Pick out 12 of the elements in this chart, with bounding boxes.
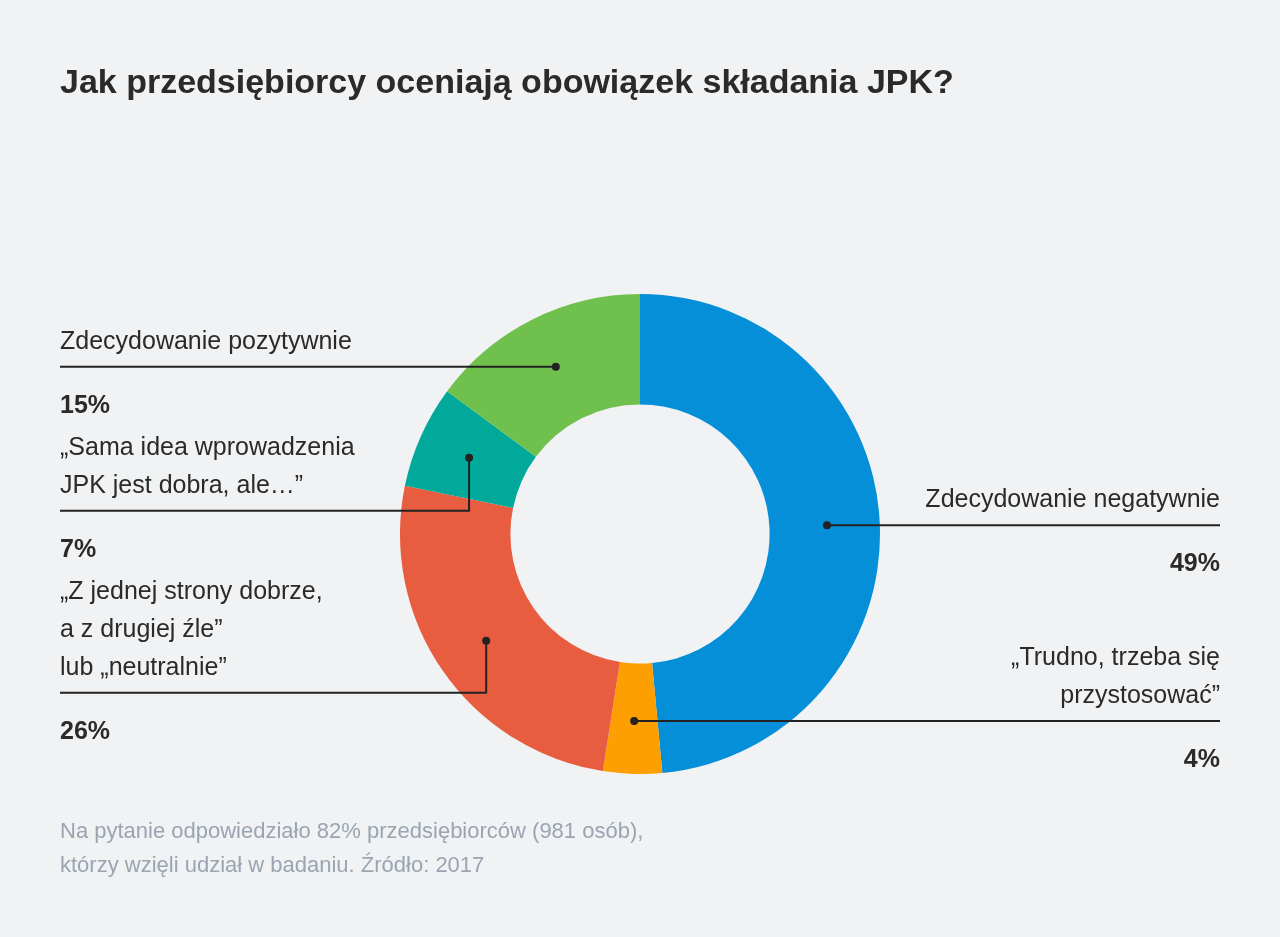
- slice-label: „Sama idea wprowadzenia JPK jest dobra, ale…”: [60, 431, 355, 498]
- slice-label: „Z jednej strony dobrze, a z drugiej źle” lub „neutralnie”: [60, 575, 323, 680]
- data-label: 49%: [1169, 548, 1220, 577]
- slice-label: Zdecydowanie negatywnie: [925, 484, 1220, 513]
- data-label: 4%: [1183, 744, 1220, 773]
- data-label: 7%: [60, 533, 97, 562]
- data-label: 26%: [60, 715, 111, 744]
- slice-label: Zdecydowanie pozytywnie: [60, 325, 352, 354]
- slice-label: „Trudno, trzeba się przystosować”: [1011, 642, 1220, 709]
- text: Na pytanie odpowiedziało 82% przedsiębiorców (981 osób), którzy wzięli udział w badaniu. Źródło: 2017: [60, 817, 644, 879]
- chart-title: Jak przedsiębiorcy oceniają obowiązek składania JPK?: [60, 62, 954, 101]
- data-label: 15%: [60, 389, 111, 418]
